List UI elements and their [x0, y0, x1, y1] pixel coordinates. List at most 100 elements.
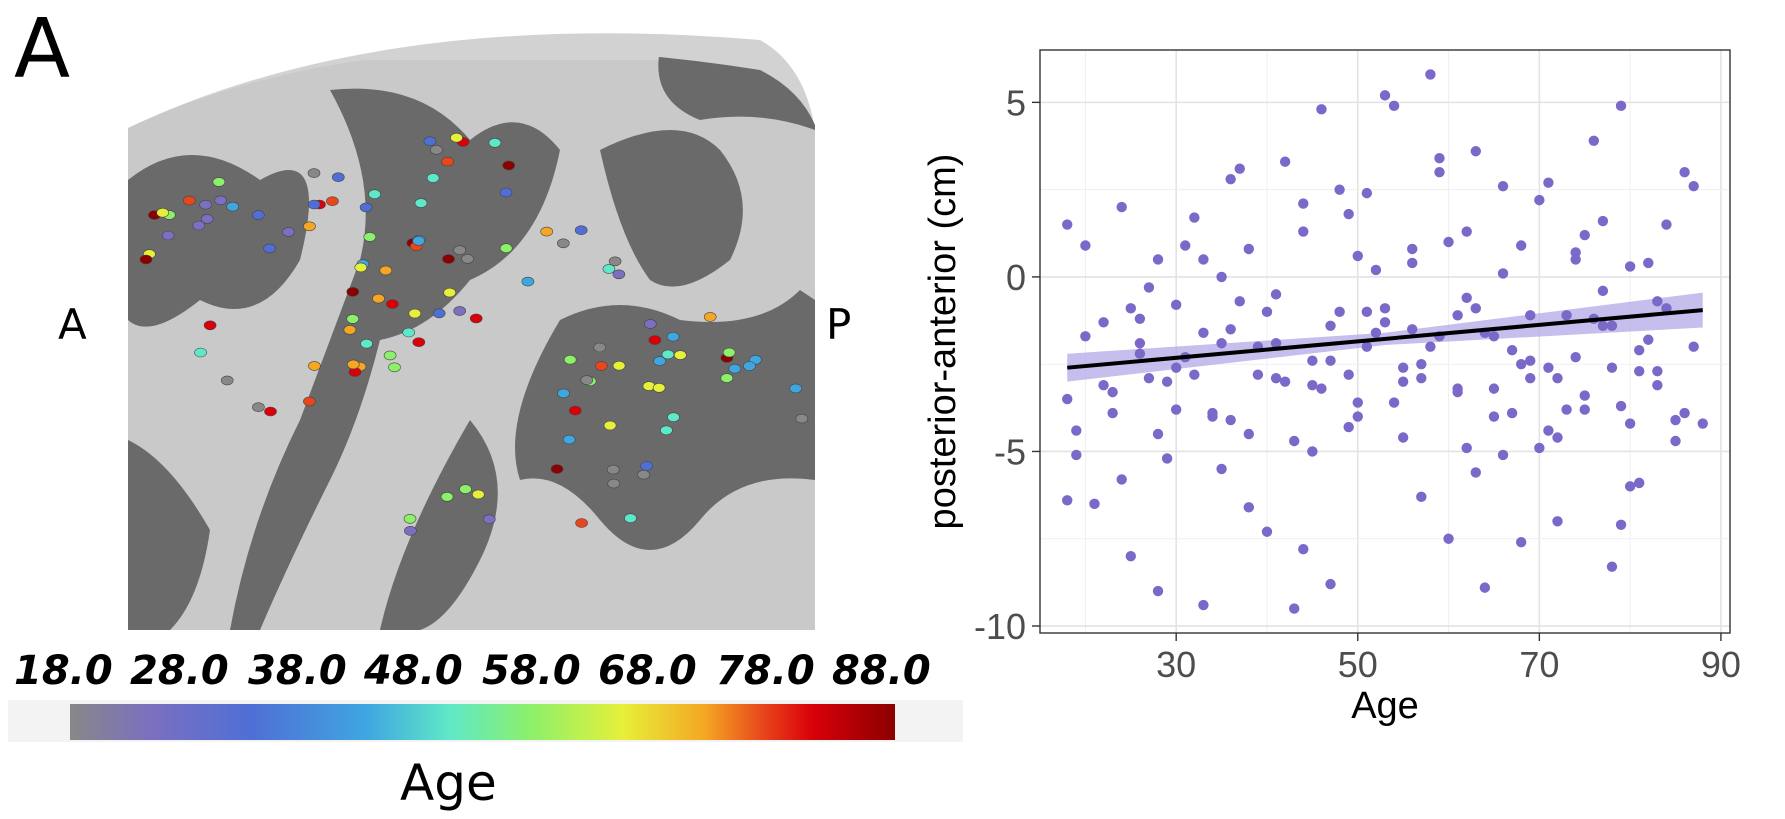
electrode-marker	[331, 172, 345, 182]
data-point	[1189, 212, 1200, 223]
y-tick-label: 5	[1006, 82, 1026, 123]
data-point	[1325, 578, 1336, 590]
data-point	[1071, 449, 1082, 461]
data-point	[1634, 477, 1645, 489]
data-point	[1679, 166, 1690, 178]
brain-surface-map	[8, 33, 963, 742]
electrode-marker	[661, 349, 675, 360]
electrode-markers	[139, 132, 840, 536]
electrode-marker	[404, 525, 417, 536]
electrode-marker	[540, 226, 554, 237]
electrode-marker	[251, 210, 265, 220]
data-point	[1461, 226, 1472, 237]
electrode-marker	[426, 173, 440, 183]
data-point	[1198, 599, 1209, 611]
electrode-marker	[556, 238, 570, 249]
data-point	[1270, 372, 1282, 384]
data-point	[1379, 317, 1391, 328]
data-point	[1606, 320, 1618, 331]
electrode-marker	[606, 464, 620, 475]
electrode-marker	[212, 177, 226, 187]
electrode-marker	[383, 350, 397, 361]
electrode-marker	[453, 306, 467, 316]
data-point	[1407, 324, 1418, 335]
sulcus-region	[128, 155, 309, 327]
data-point	[1388, 100, 1400, 112]
electrode-marker	[282, 227, 295, 237]
data-point	[1062, 495, 1073, 506]
data-point	[1334, 306, 1345, 318]
data-point	[1370, 264, 1382, 276]
data-point	[1652, 379, 1663, 391]
anterior-label: A	[58, 300, 87, 349]
data-point	[1225, 324, 1236, 335]
electrode-marker	[593, 342, 607, 353]
electrode-marker	[728, 363, 742, 374]
electrode-marker	[722, 347, 736, 358]
data-point	[1434, 153, 1445, 164]
data-point	[1552, 372, 1563, 384]
data-point	[1234, 296, 1245, 307]
electrode-marker	[469, 313, 483, 324]
electrode-marker	[199, 199, 212, 210]
electrode-marker	[360, 338, 373, 349]
electrode-marker	[550, 464, 564, 474]
data-point	[1661, 219, 1672, 230]
colorbar-tick: 88.0	[832, 648, 931, 694]
data-point	[1597, 285, 1609, 297]
sulcus-region	[600, 130, 743, 287]
electrode-marker	[303, 396, 316, 407]
data-point	[1234, 163, 1245, 174]
data-point	[1170, 362, 1182, 373]
data-point	[1107, 407, 1118, 419]
data-point	[1161, 453, 1173, 464]
data-point	[1534, 442, 1545, 454]
data-point	[1515, 358, 1527, 370]
electrode-marker	[459, 484, 472, 494]
data-point	[1588, 313, 1600, 325]
data-point	[1298, 544, 1309, 555]
plot-border	[1039, 49, 1731, 634]
data-point	[1652, 296, 1663, 307]
data-point	[1343, 208, 1354, 220]
data-point	[1062, 219, 1073, 230]
data-point	[1688, 341, 1699, 352]
data-point	[1352, 411, 1363, 422]
data-point	[1506, 345, 1518, 356]
electrode-marker	[562, 434, 576, 445]
data-point	[1624, 261, 1636, 272]
data-point	[1134, 338, 1146, 349]
electrode-marker	[343, 324, 357, 335]
data-point	[1497, 268, 1509, 279]
electrode-marker	[441, 156, 454, 167]
electrode-marker	[453, 245, 467, 255]
data-point	[1597, 215, 1609, 227]
panel-label: A	[14, 2, 71, 97]
data-point	[1697, 418, 1708, 429]
data-point	[1588, 135, 1600, 146]
data-point	[1071, 425, 1082, 436]
data-point	[1506, 407, 1518, 419]
data-point	[1279, 376, 1291, 387]
data-point	[1461, 292, 1472, 304]
electrode-marker	[789, 383, 803, 394]
data-point	[1098, 379, 1109, 391]
data-point	[1634, 365, 1645, 377]
electrode-marker	[828, 404, 840, 413]
data-point	[1443, 236, 1454, 248]
data-point	[1624, 418, 1636, 429]
data-point	[1534, 194, 1545, 206]
data-point	[1624, 481, 1636, 492]
data-point	[1488, 383, 1500, 394]
data-point	[1543, 362, 1554, 373]
data-point	[1488, 331, 1500, 342]
electrode-marker	[326, 196, 339, 206]
data-point	[1461, 442, 1472, 454]
data-point	[1180, 240, 1191, 251]
electrode-marker	[388, 362, 401, 373]
data-point	[1352, 397, 1363, 408]
electrode-marker	[363, 232, 377, 242]
data-point	[1134, 348, 1146, 359]
electrode-marker	[482, 514, 496, 525]
data-point	[1552, 516, 1563, 527]
